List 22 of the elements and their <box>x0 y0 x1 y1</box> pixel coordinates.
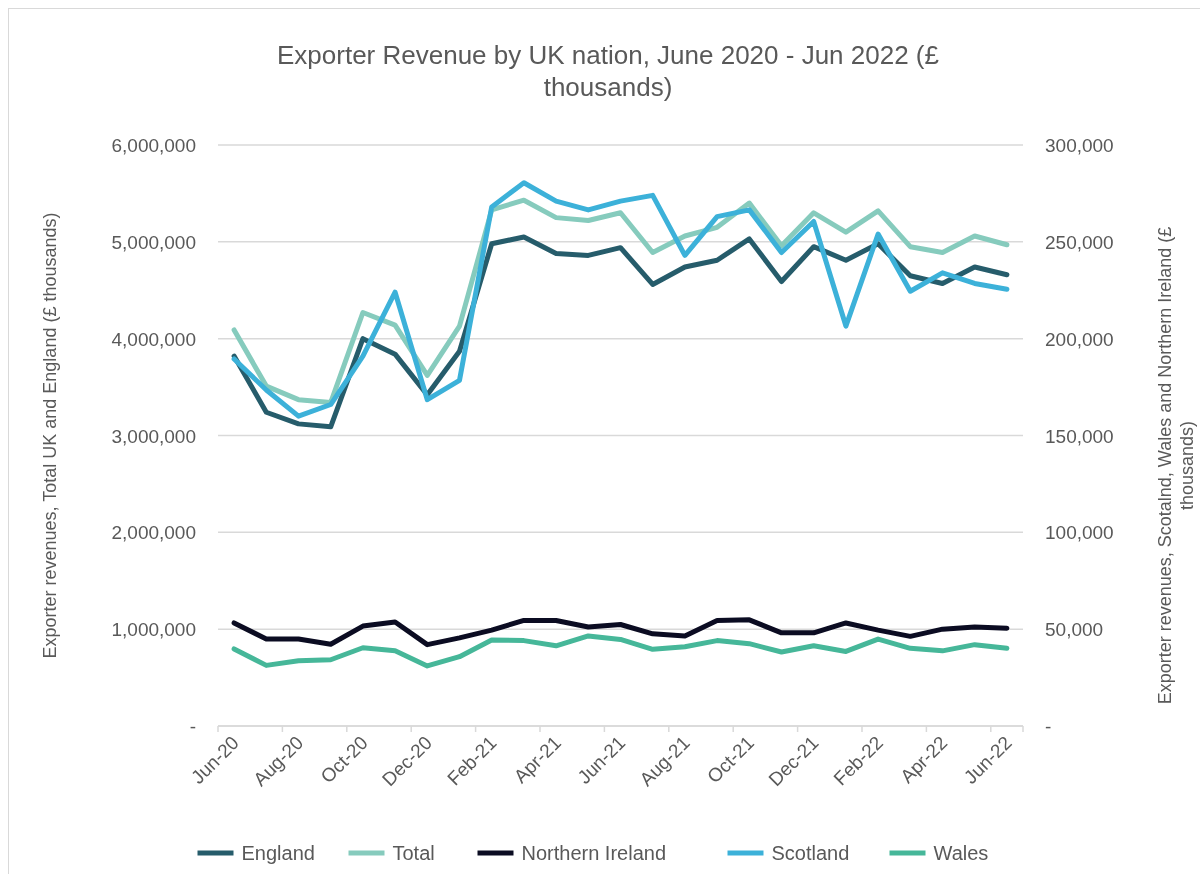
y2-tick-label: - <box>1045 716 1052 737</box>
y2-tick-label: 200,000 <box>1045 328 1114 350</box>
y-tick-label: 2,000,000 <box>111 522 196 544</box>
legend-label: Total <box>392 842 435 864</box>
y2-tick-label: 300,000 <box>1045 135 1114 156</box>
legend-label: Scotland <box>771 842 850 864</box>
y-tick-label: - <box>189 716 196 737</box>
chart-title: Exporter Revenue by UK nation, June 2020 - Jun 2022 (£ thousands) <box>277 40 940 102</box>
y-tick-label: 3,000,000 <box>111 425 196 447</box>
y-tick-label: 6,000,000 <box>111 135 196 156</box>
y-tick-label: 4,000,000 <box>111 328 196 350</box>
y-tick-label: 1,000,000 <box>111 619 196 641</box>
y2-axis-title: Exporter revenues, Scotalnd, Wales and Northern Ireland (£ thousands) <box>1155 226 1197 705</box>
legend-label: Wales <box>933 842 989 864</box>
y-axis-title: Exporter revenues, Total UK and England (£ thousands) <box>40 212 60 659</box>
legend-label: Northern Ireland <box>521 842 667 864</box>
legend-label: England <box>241 842 315 864</box>
y-tick-label: 5,000,000 <box>111 231 196 253</box>
y2-tick-label: 50,000 <box>1045 619 1104 641</box>
y2-tick-label: 250,000 <box>1045 231 1114 253</box>
y2-tick-label: 100,000 <box>1045 522 1114 544</box>
y2-tick-label: 150,000 <box>1045 425 1114 447</box>
